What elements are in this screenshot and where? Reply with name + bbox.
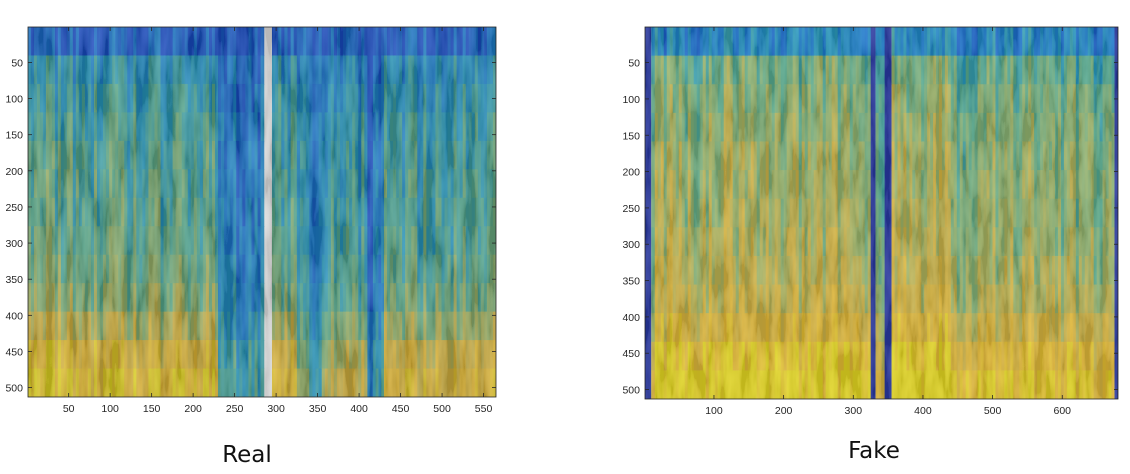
fake-y-tick-label: 250 bbox=[622, 203, 640, 215]
real-x-tick-label: 250 bbox=[226, 403, 244, 415]
fake-caption: Fake bbox=[848, 438, 900, 464]
fake-texture-overlay bbox=[645, 27, 1118, 399]
fake-y-tick-label: 500 bbox=[622, 385, 640, 397]
real-x-tick-label: 450 bbox=[392, 403, 410, 415]
fake-y-tick-label: 450 bbox=[622, 348, 640, 360]
real-x-tick-label: 200 bbox=[184, 403, 202, 415]
fake-spectrogram-plot: 100 200 300 400 500 600 50 100 150 200 250 300 350 40… bbox=[622, 26, 1119, 417]
real-x-tick-label: 100 bbox=[101, 403, 119, 415]
fake-heatmap-image bbox=[645, 27, 1118, 399]
real-y-tick-label: 400 bbox=[5, 310, 23, 322]
fake-x-tick-label: 100 bbox=[705, 405, 723, 417]
fake-y-tick-label: 300 bbox=[622, 239, 640, 251]
real-y-tick-label: 50 bbox=[11, 57, 23, 69]
real-caption: Real bbox=[222, 442, 272, 468]
real-y-tick-label: 250 bbox=[5, 202, 23, 214]
fake-y-tick-label: 100 bbox=[622, 94, 640, 106]
real-x-tick-label: 500 bbox=[433, 403, 451, 415]
real-texture-overlay bbox=[28, 27, 496, 397]
fake-y-tick-label: 200 bbox=[622, 167, 640, 179]
real-heatmap-image bbox=[28, 27, 496, 397]
real-y-tick-label: 200 bbox=[5, 166, 23, 178]
fake-y-tick-label: 400 bbox=[622, 312, 640, 324]
real-x-tick-label: 550 bbox=[475, 403, 493, 415]
real-y-tick-label: 300 bbox=[5, 238, 23, 250]
real-x-tick-label: 300 bbox=[267, 403, 285, 415]
real-y-tick-label: 450 bbox=[5, 346, 23, 358]
fake-axes-frame bbox=[644, 26, 1119, 400]
real-y-tick-label: 500 bbox=[5, 383, 23, 395]
real-y-tick-label: 100 bbox=[5, 94, 23, 106]
fake-x-tick-label: 600 bbox=[1054, 405, 1072, 417]
fake-y-tick-label: 150 bbox=[622, 130, 640, 142]
real-spectrogram-plot: 50 100 150 200 250 300 350 400 450 500 550 50 100 150… bbox=[5, 26, 497, 415]
real-y-tick-label: 150 bbox=[5, 130, 23, 142]
real-x-tick-label: 50 bbox=[63, 403, 75, 415]
fake-y-tick-label: 50 bbox=[628, 58, 640, 70]
fake-x-tick-label: 200 bbox=[775, 405, 793, 417]
real-axes-frame bbox=[27, 26, 497, 398]
fake-x-tick-label: 400 bbox=[914, 405, 932, 417]
real-x-tick-label: 150 bbox=[143, 403, 161, 415]
fake-x-tick-label: 300 bbox=[845, 405, 863, 417]
fake-y-tick-label: 350 bbox=[622, 276, 640, 288]
real-y-tick-label: 350 bbox=[5, 274, 23, 286]
fake-x-tick-label: 500 bbox=[984, 405, 1002, 417]
real-x-tick-label: 400 bbox=[350, 403, 368, 415]
real-x-tick-label: 350 bbox=[309, 403, 327, 415]
